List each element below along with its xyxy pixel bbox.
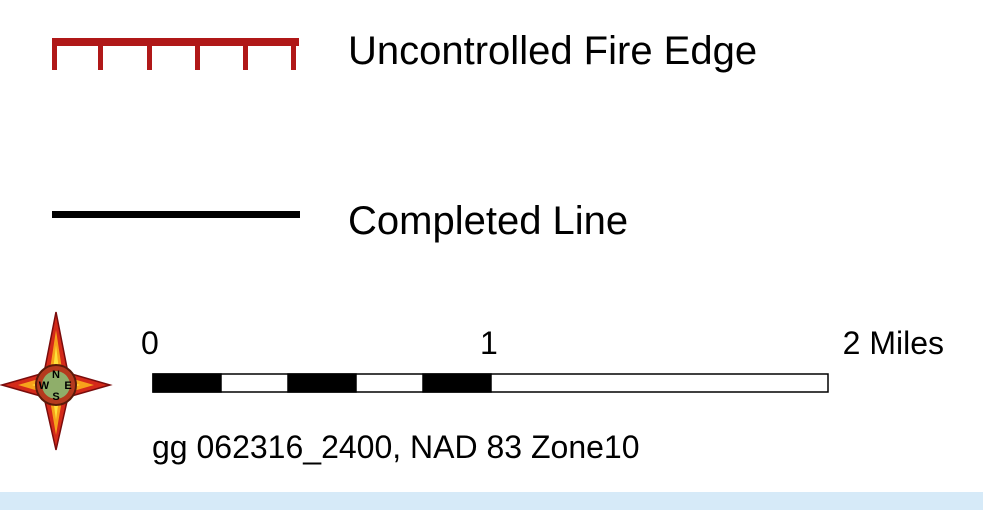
scale-label: 0	[141, 325, 159, 361]
completed-line-symbol	[52, 211, 300, 218]
compass-rose: N W E S	[0, 311, 113, 451]
compass-letter: E	[64, 380, 71, 392]
compass-letter: S	[52, 391, 59, 403]
scale-label: 1	[480, 325, 498, 361]
legend-label: Completed Line	[348, 199, 628, 243]
footer-band	[0, 492, 983, 510]
compass-letter: W	[39, 380, 50, 392]
compass-letter: N	[52, 369, 60, 381]
scale-label: 2 Miles	[843, 325, 944, 361]
fire-edge-symbol	[52, 38, 299, 70]
caption: gg 062316_2400, NAD 83 Zone10	[152, 429, 640, 465]
legend-label: Uncontrolled Fire Edge	[348, 29, 757, 73]
scale-bar	[152, 373, 829, 393]
